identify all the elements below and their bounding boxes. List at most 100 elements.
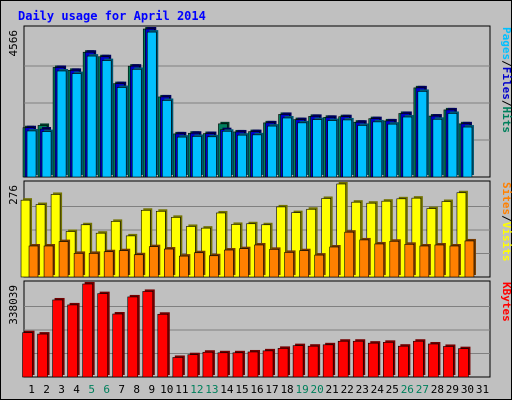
x-tick-label: 24 <box>371 383 385 396</box>
bar-kbytes <box>322 344 334 378</box>
bar-kbytes <box>232 352 244 378</box>
bar-visits <box>80 224 91 278</box>
bar-pages <box>237 134 247 178</box>
y-max-label: 338039 <box>7 285 20 325</box>
x-tick-label: 16 <box>250 383 263 396</box>
legend-item-kbytes: KBytes <box>500 282 512 322</box>
bar-pages <box>417 91 428 178</box>
bar-sites <box>389 240 400 278</box>
bar-sites <box>58 241 69 278</box>
x-tick-label: 23 <box>356 383 369 396</box>
bar-visits <box>35 204 46 278</box>
bar-kbytes <box>22 332 33 378</box>
x-tick-label: 21 <box>326 383 339 396</box>
bar-visits <box>50 194 61 278</box>
bar-pages <box>101 60 112 178</box>
legend-item-hits: Hits <box>500 107 512 134</box>
bar-kbytes <box>277 348 289 378</box>
legend-item-visits: Visits <box>500 222 512 262</box>
bar-sites <box>179 255 189 278</box>
bar-visits <box>381 200 392 278</box>
bar-sites <box>88 253 99 278</box>
bar-kbytes <box>157 313 169 378</box>
bar-sites <box>209 255 219 278</box>
bar-sites <box>434 244 445 278</box>
bar-pages <box>387 123 398 178</box>
x-tick-label: 4 <box>73 383 80 396</box>
legend-separator: / <box>500 215 512 222</box>
bar-pages <box>41 131 52 178</box>
bar-pages <box>462 126 473 178</box>
bar-visits <box>20 199 31 278</box>
bar-pages <box>402 116 413 178</box>
bar-pages <box>177 136 187 178</box>
bar-pages <box>71 73 82 178</box>
bar-visits <box>426 208 437 278</box>
x-tick-label: 26 <box>401 383 414 396</box>
bar-pages <box>252 134 262 178</box>
bar-pages <box>297 122 307 178</box>
bar-kbytes <box>428 343 439 378</box>
bar-kbytes <box>337 340 349 378</box>
bar-visits <box>156 210 166 278</box>
bar-sites <box>449 245 460 278</box>
bar-kbytes <box>127 296 139 378</box>
x-tick-label: 13 <box>205 383 218 396</box>
bar-visits <box>396 198 407 278</box>
bar-pages <box>56 70 67 178</box>
bar-kbytes <box>307 345 319 378</box>
panel-hits_files_pages: 4566 <box>7 25 491 178</box>
x-tick-label: 12 <box>190 383 203 396</box>
bar-pages <box>192 136 202 178</box>
y-max-label: 4566 <box>7 30 20 57</box>
bar-visits <box>186 226 196 278</box>
bar-visits <box>456 192 467 278</box>
x-tick-label: 1 <box>28 383 35 396</box>
bar-pages <box>282 117 292 178</box>
bar-sites <box>164 248 174 278</box>
bar-pages <box>432 119 443 178</box>
bar-sites <box>194 252 204 278</box>
x-tick-label: 9 <box>148 383 155 396</box>
bar-visits <box>441 201 452 278</box>
bar-sites <box>43 245 54 278</box>
y-max-label: 276 <box>7 185 20 205</box>
x-tick-label: 29 <box>446 383 459 396</box>
bar-pages <box>26 130 37 178</box>
bar-kbytes <box>443 346 454 378</box>
x-tick-label: 10 <box>160 383 173 396</box>
bar-kbytes <box>187 354 199 378</box>
x-tick-label: 27 <box>416 383 429 396</box>
bar-visits <box>110 221 121 278</box>
x-tick-label: 31 <box>476 383 489 396</box>
x-tick-label: 15 <box>235 383 248 396</box>
legend-separator: / <box>500 60 512 67</box>
bar-kbytes <box>52 299 63 378</box>
bar-kbytes <box>398 345 409 378</box>
chart-title: Daily usage for April 2014 <box>18 9 206 23</box>
panel-kbytes: 338039 <box>7 280 491 378</box>
bar-kbytes <box>217 352 229 378</box>
bar-sites <box>73 253 84 278</box>
bar-pages <box>267 125 277 178</box>
x-tick-label: 20 <box>311 383 324 396</box>
bar-sites <box>314 254 324 278</box>
x-tick-label: 25 <box>386 383 399 396</box>
bar-sites <box>254 244 264 278</box>
legend-item-pages: Pages <box>500 27 512 60</box>
bar-kbytes <box>37 333 48 378</box>
x-tick-label: 14 <box>220 383 234 396</box>
bar-pages <box>222 130 232 178</box>
bar-pages <box>447 113 458 178</box>
bar-kbytes <box>142 291 154 378</box>
bar-visits <box>140 209 151 278</box>
panel-visits_sites: 276 <box>7 180 491 278</box>
bar-pages <box>372 121 383 178</box>
legend-2: KBytes <box>500 282 512 322</box>
bar-kbytes <box>247 351 259 378</box>
bar-visits <box>216 212 226 278</box>
bar-pages <box>312 119 322 178</box>
bar-kbytes <box>382 342 394 378</box>
x-tick-label: 18 <box>280 383 293 396</box>
bar-visits <box>276 206 286 278</box>
